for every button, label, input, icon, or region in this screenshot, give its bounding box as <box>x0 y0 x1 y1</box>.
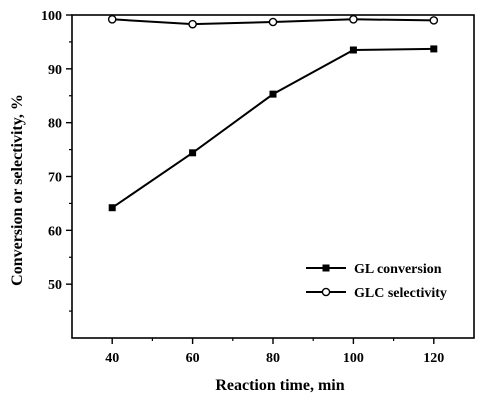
y-tick-label: 100 <box>41 9 62 24</box>
legend-marker <box>321 287 331 297</box>
series-line <box>111 47 434 209</box>
data-point <box>429 16 439 25</box>
legend-item: GL conversion <box>306 262 442 277</box>
y-axis-title: Conversion or selectivity, % <box>9 94 26 286</box>
data-point <box>349 46 357 54</box>
series-layer <box>107 15 439 212</box>
x-tick-label: 100 <box>343 351 364 366</box>
series-gl-conversion <box>108 45 438 212</box>
data-point <box>108 204 116 212</box>
x-axis-title: Reaction time, min <box>215 377 344 394</box>
y-tick-label: 70 <box>48 171 62 186</box>
x-tick-label: 40 <box>105 351 119 366</box>
legend: GL conversion GLC selectivity <box>306 262 447 301</box>
data-point <box>349 15 358 24</box>
y-tick-label: 50 <box>48 278 62 293</box>
data-point <box>189 149 197 157</box>
legend-marker <box>322 264 330 272</box>
x-tick-label: 60 <box>186 351 200 366</box>
data-point <box>107 15 117 24</box>
data-point <box>430 45 438 53</box>
legend-label: GL conversion <box>354 262 442 277</box>
y-tick-label: 90 <box>48 63 62 78</box>
y-tick-label: 80 <box>48 117 62 132</box>
y-tick-label: 60 <box>48 224 62 239</box>
series-glc-selectivity <box>107 15 439 29</box>
x-tick-label: 80 <box>266 351 280 366</box>
y-axis: 50 60 70 80 90 100 <box>41 9 72 312</box>
data-point <box>268 17 278 27</box>
legend-label: GLC selectivity <box>354 286 447 301</box>
x-tick-label: 120 <box>423 351 444 366</box>
x-axis: 40 60 80 100 120 <box>105 338 444 366</box>
data-point <box>269 90 277 98</box>
legend-item: GLC selectivity <box>306 286 447 301</box>
data-point <box>188 19 197 29</box>
